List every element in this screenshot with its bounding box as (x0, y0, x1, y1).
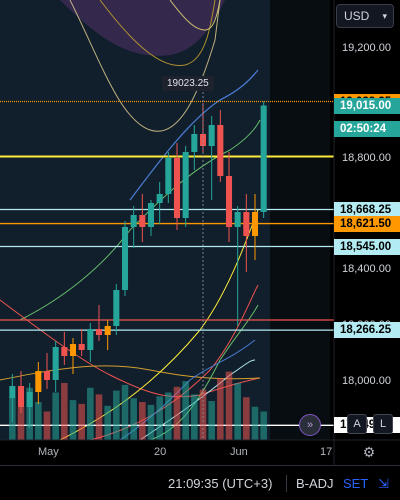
double-chevron-right-icon: » (306, 419, 314, 431)
adjustment-toggle[interactable]: B-ADJ (296, 476, 334, 491)
log-scale-button[interactable]: L (373, 414, 393, 434)
volume-bar (251, 406, 259, 440)
candle-body (52, 347, 59, 380)
high-price-label: 19023.25 (162, 76, 214, 91)
volume-bar (260, 411, 267, 440)
chevron-down-icon: ▾ (382, 11, 387, 21)
scroll-to-realtime-button[interactable]: » (299, 414, 321, 436)
volume-bar (78, 403, 85, 440)
candle-body (182, 152, 189, 218)
volume-bar (87, 387, 94, 440)
candle-body (208, 125, 215, 146)
price-axis-label: 19,200.00 (342, 42, 391, 54)
price-tag: 18,266.25 (334, 322, 400, 339)
currency-label: USD (344, 9, 370, 23)
auto-scale-button[interactable]: A (347, 414, 367, 434)
candle-body (130, 215, 137, 227)
candle-body (243, 212, 250, 236)
candle-body (121, 227, 129, 290)
volume-bar (199, 389, 207, 440)
volume-bar (234, 383, 241, 440)
candle-body (251, 212, 259, 236)
volume-bar (217, 378, 224, 440)
candle-body (147, 203, 155, 227)
candle-body (35, 371, 42, 392)
price-axis-label: 18,400.00 (342, 263, 391, 275)
candle-body (217, 125, 224, 176)
volume-bar (130, 398, 137, 440)
volume-bar (243, 397, 250, 440)
band-line (169, 0, 221, 31)
moving-average-line (129, 69, 259, 201)
clock-timezone[interactable]: 21:09:35 (UTC+3) (168, 476, 273, 491)
price-tag: 18,545.00 (334, 238, 400, 255)
chart-area[interactable]: USD ▾ 19,200.00 18,800.00 18,400.00 18,2… (0, 0, 400, 465)
moving-average-line (19, 119, 261, 321)
moving-average-line (149, 304, 259, 441)
volume-bar (182, 381, 189, 440)
volume-bar (191, 394, 198, 440)
candle-body (78, 344, 85, 350)
price-tag: 18,621.50 (334, 215, 400, 232)
candle-body (95, 329, 103, 335)
candle-body (191, 134, 198, 152)
time-axis-label: Jun (230, 446, 248, 458)
volume-bar (69, 400, 77, 440)
candle-body (87, 329, 94, 350)
volume-bar (95, 394, 103, 440)
price-chart[interactable] (0, 0, 400, 465)
price-tag: 18,668.25 (334, 201, 400, 218)
candle-body (225, 176, 233, 227)
volume-bar (208, 401, 215, 440)
volume-bar (43, 411, 51, 440)
candle-body (26, 392, 33, 407)
candle-body (234, 212, 241, 227)
volume-bar (52, 392, 59, 440)
candle-body (113, 290, 120, 326)
candle-body (156, 194, 163, 203)
time-axis-label: 20 (154, 446, 167, 458)
currency-select[interactable]: USD ▾ (336, 4, 394, 28)
candle-body (69, 344, 77, 356)
candle-body (43, 371, 51, 380)
volume-bar (173, 386, 181, 440)
volume-bar (35, 402, 42, 440)
price-tag: 19,015.00 (334, 97, 400, 114)
footer-bar: 21:09:35 (UTC+3) B-ADJ SET ⇲ (0, 465, 400, 500)
volume-bar (113, 390, 120, 440)
candle-body (260, 105, 267, 212)
band-fill (60, 0, 225, 56)
price-tag: 02:50:24 (334, 120, 400, 137)
volume-bar (17, 406, 25, 440)
divider (286, 475, 287, 492)
session-toggle[interactable]: SET (343, 476, 369, 491)
volume-bar (165, 392, 172, 440)
time-axis-label: May (38, 446, 59, 458)
gear-icon[interactable]: ⚙ (362, 444, 376, 460)
volume-bar (225, 371, 233, 440)
candle-body (165, 158, 172, 194)
volume-bar (156, 396, 163, 440)
candle-body (17, 386, 25, 407)
candle-body (173, 158, 181, 218)
volume-bar (147, 404, 155, 440)
price-axis-label: 18,000.00 (342, 375, 391, 387)
time-axis-label: 17 (320, 446, 333, 458)
volume-bar (104, 405, 111, 440)
volume-bar (61, 383, 68, 440)
volume-bar (139, 402, 146, 440)
fullscreen-icon[interactable]: ⇲ (378, 476, 389, 491)
price-axis-label: 18,800.00 (342, 152, 391, 164)
candle-body (9, 386, 16, 398)
candle-body (104, 326, 111, 335)
volume-bar (121, 384, 129, 440)
candle-body (61, 347, 68, 356)
candle-body (139, 215, 146, 227)
